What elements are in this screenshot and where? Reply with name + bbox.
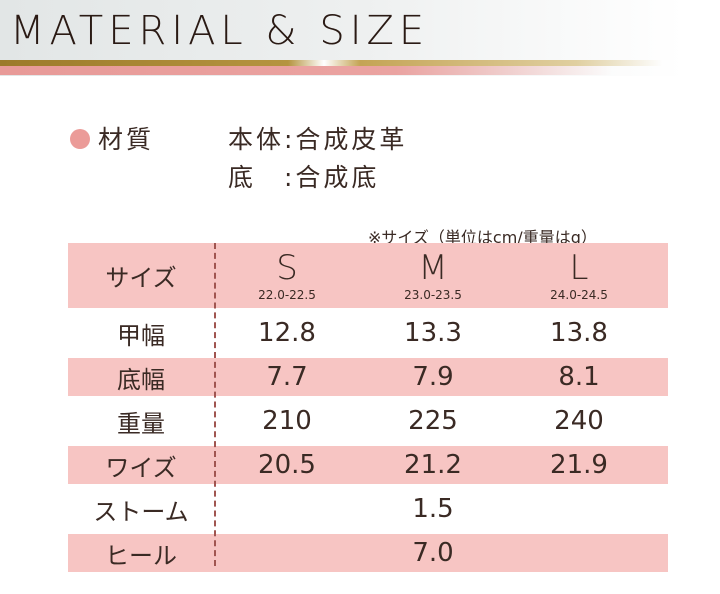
material-label: 材質: [98, 125, 155, 154]
cell: 20.5: [258, 450, 316, 480]
size-name: L: [569, 247, 589, 288]
cell: 21.2: [404, 450, 462, 480]
table-row: 甲幅 12.8 13.3 13.8: [68, 314, 668, 352]
table-header-row: サイズ S 22.0-22.5 M 23.0-23.5 L 24.0-24.5: [68, 243, 668, 308]
row-label: 重量: [117, 409, 165, 438]
size-name: M: [418, 247, 448, 288]
cell: 7.7: [266, 362, 308, 392]
cell: 8.1: [558, 362, 600, 392]
size-name: S: [276, 247, 298, 288]
cell: 240: [554, 406, 604, 436]
pink-divider: [0, 66, 720, 75]
table-row: 底幅 7.7 7.9 8.1: [68, 358, 668, 396]
cell: 225: [408, 406, 458, 436]
row-label: ストーム: [93, 497, 189, 526]
banner-title: MATERIAL & SIZE: [10, 8, 430, 54]
cell: 7.9: [412, 362, 454, 392]
size-table: サイズ S 22.0-22.5 M 23.0-23.5 L 24.0-24.5 甲幅 …: [68, 243, 668, 572]
cell: 13.8: [550, 318, 608, 348]
row-label: 底幅: [117, 365, 165, 394]
size-range: 22.0-22.5: [258, 287, 316, 302]
cell: 21.9: [550, 450, 608, 480]
row-label: ワイズ: [105, 453, 177, 482]
cell: 7.0: [412, 538, 454, 568]
table-row: ワイズ 20.5 21.2 21.9: [68, 446, 668, 484]
bullet-dot-icon: [70, 129, 90, 149]
cell: 1.5: [412, 494, 454, 524]
cell: 12.8: [258, 318, 316, 348]
size-s: S 22.0-22.5: [214, 251, 360, 301]
row-label: ヒール: [105, 541, 177, 570]
gold-divider: [0, 60, 720, 66]
material-sole: 底 :合成底: [228, 163, 380, 192]
material-body: 本体:合成皮革: [228, 125, 408, 154]
row-label: 甲幅: [117, 321, 165, 350]
dashed-divider: [214, 243, 216, 566]
size-range: 23.0-23.5: [404, 287, 462, 302]
table-row: 重量 210 225 240: [68, 402, 668, 440]
size-range: 24.0-24.5: [550, 287, 608, 302]
size-l: L 24.0-24.5: [506, 251, 652, 301]
cell: 210: [262, 406, 312, 436]
size-m: M 23.0-23.5: [360, 251, 506, 301]
header-label: サイズ: [105, 264, 177, 292]
cell: 13.3: [404, 318, 462, 348]
header-banner: MATERIAL & SIZE: [0, 0, 720, 76]
table-row: ストーム 1.5: [68, 490, 668, 528]
unit-note: ※サイズ（単位はcm/重量はg）: [368, 228, 597, 247]
table-row: ヒール 7.0: [68, 534, 668, 572]
